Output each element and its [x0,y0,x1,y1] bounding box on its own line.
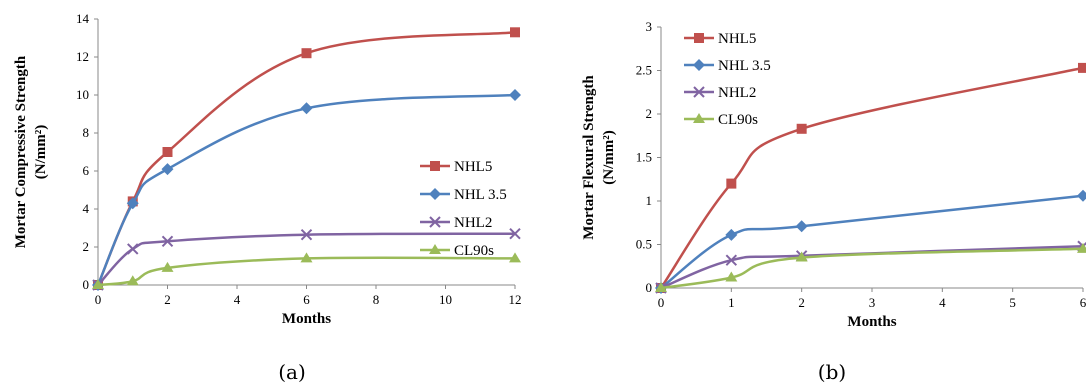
chart-b-point-cl90s-3 [1077,242,1086,253]
chart-a-series-line-nhl-3-5 [96,93,516,286]
chart-a-point-nhl2-1 [127,243,139,255]
chart-b-legend-marker-nhl2-stroke-2 [693,86,705,98]
chart-a-x-tick-label: 4 [234,292,241,307]
chart-a-x-tick-label: 8 [373,292,380,307]
chart-a-y-axis-label: Mortar Compressive Strength [13,55,29,248]
chart-a-legend-marker-nhl2 [429,216,441,228]
chart-b-point-nhl5-2 [796,123,807,134]
chart-a-y-tick-label: 4 [83,201,90,216]
chart-a-series-line-nhl5 [96,31,516,286]
chart-b-x-tick-label: 1 [728,295,735,310]
chart-a-y-tick-label: 6 [83,163,90,178]
chart-a-point-nhl2-4 [509,227,521,240]
chart-a-y-tick-label: 14 [76,11,90,26]
chart-b-legend-marker-nhl-3-5 [693,59,705,71]
chart-b-y-axis-unit: (N/mm²) [601,130,617,184]
chart-a-legend-label-nhl5: NHL5 [454,159,492,175]
chart-a-point-nhl2-1-stroke-2 [127,243,139,255]
chart-b-x-tick-label: 3 [869,295,876,310]
chart-a-y-tick-label: 2 [83,239,90,254]
chart-a-point-nhl-3-5-3 [300,102,313,115]
chart-a-x-tick-label: 2 [164,292,171,307]
chart-b-caption: (b) [818,360,846,384]
chart-a-point-cl90s-1 [126,275,139,286]
chart-a-y-tick-label: 12 [76,49,89,64]
chart-a-legend-marker-nhl5 [430,161,440,171]
chart-a-point-cl90s-2 [161,261,174,272]
chart-b-y-tick-label: 2.5 [636,63,652,78]
chart-a-y-axis-unit: (N/mm²) [33,125,49,179]
chart-a-point-nhl2-2 [161,235,174,248]
chart-a-legend-label-nhl2: NHL2 [454,215,492,231]
chart-b-y-tick-label: 3 [646,19,653,34]
chart-b-legend-label-nhl-3-5: NHL 3.5 [718,58,771,74]
chart-a-legend-label-cl90s: CL90s [454,243,494,259]
chart-b-x-tick-label: 6 [1080,295,1086,310]
chart-a-caption: (a) [278,360,306,384]
chart-a-point-nhl2-2-stroke-2 [161,235,174,248]
chart-a-point-cl90s-4 [509,252,521,263]
chart-a: 0 2 4 6 8 10 12 14 0 2 4 6 8 10 12 Months Mortar Compres… [13,11,522,384]
chart-b-legend-label-nhl2: NHL2 [718,85,756,101]
chart-b-point-nhl-3-5-2 [795,220,808,233]
chart-b-point-nhl2-1-stroke-2 [725,254,738,266]
chart-b-point-cl90s-0 [655,282,667,292]
chart-b-legend-label-nhl5: NHL5 [718,31,756,47]
chart-b-legend-marker-nhl2 [693,86,705,98]
chart-b-legend-label-cl90s: CL90s [718,112,758,128]
chart-a-point-nhl5-2 [162,147,173,157]
chart-b-y-axis-label: Mortar Flexural Strength [581,75,597,240]
chart-b: 0 0.5 1 1.5 2 2.5 3 0 1 2 3 4 5 6 Months Mortar Flexura… [581,19,1086,384]
chart-b-point-nhl2-1 [725,254,738,266]
chart-b-x-tick-label: 5 [1009,295,1016,310]
chart-b-y-tick-label: 2 [646,106,653,121]
chart-a-point-cl90s-3 [300,252,313,263]
chart-b-point-nhl5-3 [1078,62,1086,73]
chart-b-y-tick-label: 0 [646,280,653,295]
chart-b-x-axis-label: Months [847,314,896,330]
chart-a-legend-marker-nhl-3-5 [429,188,441,200]
chart-b-x-tick-label: 4 [939,295,946,310]
chart-b-y-tick-label: 1.5 [636,150,652,165]
chart-a-point-nhl-3-5-4 [509,89,521,101]
chart-a-point-nhl2-3 [300,228,313,241]
chart-b-point-nhl-3-5-3 [1077,189,1086,202]
chart-b-y-tick-label: 1 [646,193,653,208]
chart-a-x-tick-label: 10 [439,292,452,307]
chart-a-x-axis-label: Months [282,311,331,327]
chart-b-point-nhl5-1 [726,178,737,189]
chart-b-legend-marker-nhl5 [694,33,704,43]
chart-a-x-tick-label: 0 [95,292,102,307]
chart-a-x-tick-label: 12 [509,292,522,307]
chart-a-point-nhl2-4-stroke-2 [509,227,521,240]
chart-b-series-line-nhl5 [659,66,1084,289]
chart-b-x-tick-label: 2 [798,295,805,310]
chart-a-point-nhl2-3-stroke-2 [300,228,313,241]
chart-b-x-tick-label: 0 [658,295,665,310]
chart-a-point-nhl5-3 [301,48,312,59]
chart-b-series-line-nhl2 [660,244,1084,290]
chart-a-x-tick-label: 6 [303,292,310,307]
chart-a-y-tick-label: 0 [83,277,90,292]
chart-a-point-cl90s-0 [92,279,104,289]
chart-a-point-nhl5-4 [510,27,520,38]
chart-a-legend-marker-cl90s [429,244,441,254]
chart-b-series-line-nhl-3-5 [660,194,1084,289]
chart-a-point-nhl-3-5-2 [161,163,174,176]
chart-a-legend-label-nhl-3-5: NHL 3.5 [454,187,507,203]
chart-b-point-nhl-3-5-1 [725,228,738,241]
chart-b-point-cl90s-1 [725,271,738,282]
chart-a-y-tick-label: 10 [76,87,89,102]
chart-a-y-tick-label: 8 [83,125,90,140]
chart-b-legend-marker-cl90s [693,113,705,123]
chart-b-point-cl90s-2 [795,251,808,262]
chart-a-point-nhl-3-5-1 [126,197,139,210]
chart-a-legend-marker-nhl2-stroke-2 [429,216,441,228]
chart-b-y-tick-label: 0.5 [636,237,652,252]
chart-b-series-line-cl90s [660,247,1084,290]
